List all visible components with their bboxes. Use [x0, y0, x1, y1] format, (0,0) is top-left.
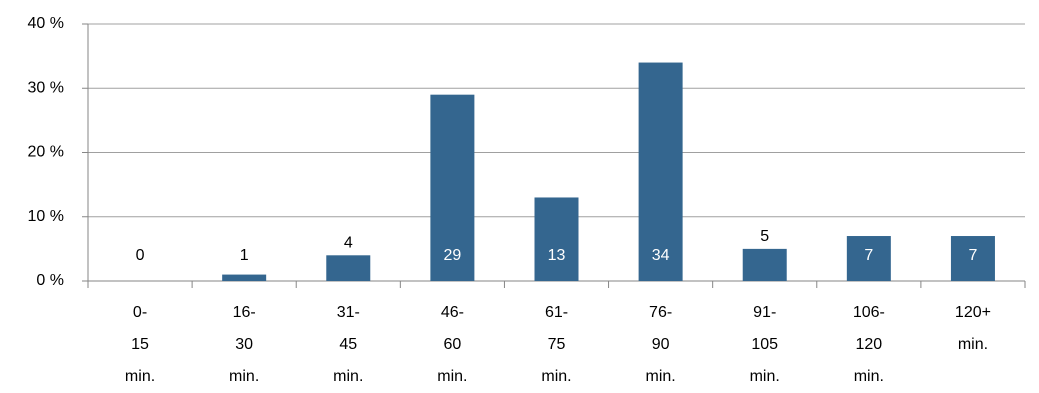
bar [742, 248, 787, 281]
bar [950, 236, 995, 281]
data-label: 7 [864, 247, 873, 264]
y-tick-label: 30 % [28, 79, 64, 96]
bar [534, 197, 579, 281]
data-label: 13 [548, 247, 566, 264]
x-tick-label: 46-60 min. [437, 304, 468, 385]
bar [846, 236, 891, 281]
y-tick-label: 10 % [28, 208, 64, 225]
x-tick-label: 31-45 min. [333, 304, 364, 385]
data-label: 0 [136, 247, 145, 264]
x-tick-label: 0-15 min. [124, 304, 156, 385]
bar [430, 94, 475, 281]
bar [326, 255, 371, 281]
x-tick-label: 16-30 min. [229, 304, 260, 385]
data-label: 4 [344, 235, 353, 252]
data-label: 34 [652, 247, 670, 264]
y-tick-label: 0 % [36, 272, 64, 289]
data-label: 5 [760, 228, 769, 245]
chart: 0 % 10 % 20 % 30 % 40 % 0 1 4 29 13 34 5 7 7 [28, 15, 1026, 289]
data-label: 29 [443, 247, 461, 264]
page: {"chart_data": {"type": "bar", "categori… [27, 15, 1026, 385]
x-tick-label: 106-120 min. [852, 304, 885, 385]
bar [222, 274, 267, 281]
data-label: 1 [240, 247, 249, 264]
x-tick-label: 120+ min. [954, 304, 991, 353]
x-tick-label: 61-75 min. [541, 304, 572, 385]
x-tick-label: 91-105 min. [749, 304, 780, 385]
y-tick-label: 20 % [28, 144, 64, 161]
y-tick-label: 40 % [28, 15, 64, 32]
bar [638, 62, 683, 281]
x-tick-label: 76-90 min. [645, 304, 676, 385]
data-label: 7 [968, 247, 977, 264]
